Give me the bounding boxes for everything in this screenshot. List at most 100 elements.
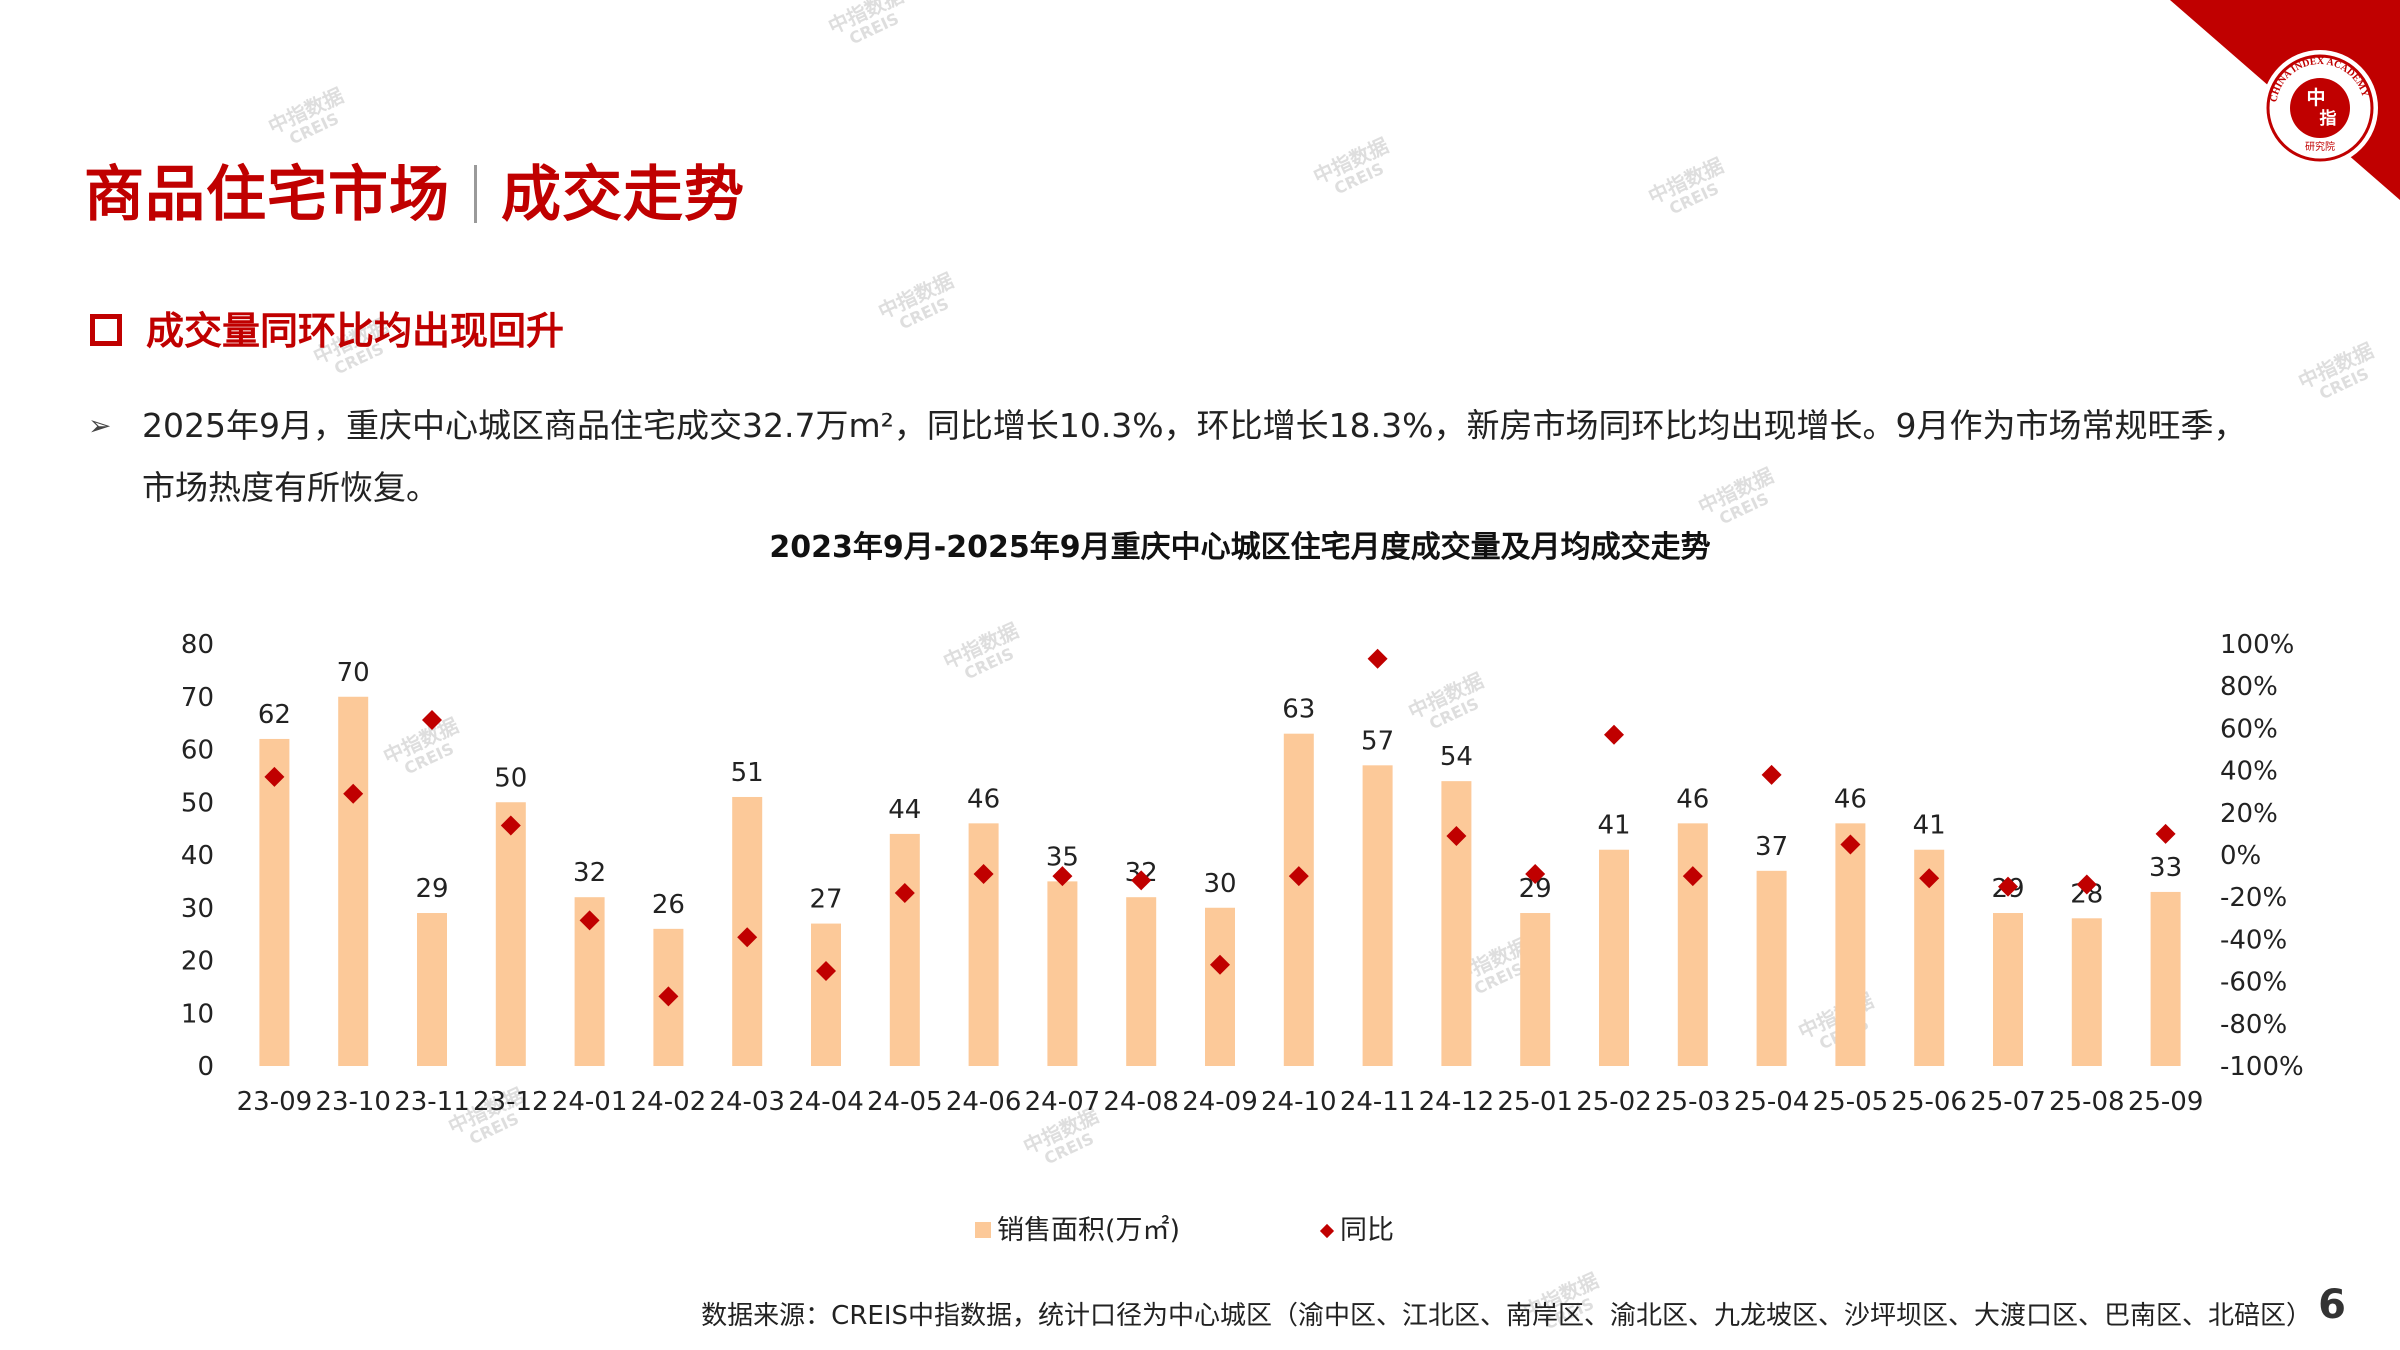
x-axis-tick-label: 25-07: [1970, 1087, 2046, 1117]
summary-line-2: 市场热度有所恢复。: [142, 468, 439, 507]
x-axis-tick-label: 24-03: [709, 1087, 785, 1117]
title-right: 成交走势: [501, 160, 745, 230]
bar: [1362, 765, 1393, 1066]
bar: [1835, 823, 1866, 1066]
bar-value-label: 30: [1203, 869, 1236, 899]
logo-core: [2290, 78, 2350, 138]
square-bullet-icon: [90, 314, 122, 346]
x-axis-tick-label: 24-05: [867, 1087, 943, 1117]
yoy-marker: [658, 986, 679, 1007]
yoy-marker: [1288, 866, 1309, 887]
bar: [1599, 849, 1629, 1066]
logo-char-top: 中: [2306, 86, 2325, 109]
right-axis-tick-label: -100%: [2220, 1052, 2304, 1082]
x-axis-tick-label: 23-11: [394, 1087, 470, 1117]
bar: [1047, 881, 1078, 1066]
x-axis-tick-label: 25-04: [1734, 1087, 1810, 1117]
yoy-marker: [2155, 823, 2176, 844]
right-axis-tick-label: -80%: [2220, 1010, 2287, 1040]
left-axis-tick-label: 70: [181, 683, 214, 713]
left-axis-tick-label: 40: [181, 841, 214, 871]
x-axis-tick-label: 25-06: [1891, 1087, 1967, 1117]
legend-item-yoy: 同比: [1319, 1208, 1394, 1247]
x-axis-tick-label: 24-11: [1340, 1087, 1416, 1117]
bar: [1283, 733, 1314, 1066]
bar: [1441, 781, 1472, 1066]
bar-value-label: 26: [652, 890, 685, 920]
logo-bottom-text: 研究院: [2305, 140, 2335, 153]
bar: [1205, 907, 1235, 1066]
bar: [1126, 897, 1157, 1066]
data-source-note: 数据来源：CREIS中指数据，统计口径为中心城区（渝中区、江北区、南岸区、渝北区…: [701, 1301, 2312, 1331]
bar-value-label: 57: [1361, 726, 1394, 756]
yoy-marker: [737, 927, 758, 948]
bar: [1520, 913, 1551, 1066]
yoy-marker: [973, 863, 994, 884]
bar-series: [259, 696, 2181, 1066]
left-axis: 0 10 20 30 40 50 60 70 80: [181, 630, 214, 1082]
left-axis-tick-label: 50: [181, 788, 214, 818]
x-axis-tick-label: 24-09: [1182, 1087, 1258, 1117]
yoy-marker: [1525, 863, 1546, 884]
bar-value-label: 50: [494, 763, 527, 793]
legend-item-area: 销售面积(万㎡): [975, 1208, 1180, 1247]
bar: [495, 802, 526, 1066]
right-axis-tick-label: -20%: [2220, 883, 2287, 913]
yoy-marker: [1998, 876, 2018, 897]
yoy-marker: [1052, 866, 1073, 887]
summary-line-1: 2025年9月，重庆中心城区商品住宅成交32.7万m²，同比增长10.3%，环比…: [142, 406, 2247, 445]
yoy-series: [264, 648, 2176, 1007]
bar: [811, 923, 841, 1066]
x-axis-tick-label: 24-01: [552, 1087, 628, 1117]
yoy-marker: [579, 910, 600, 931]
academy-logo: CHINA INDEX ACADEMY 中 指 研究院: [2170, 0, 2400, 200]
x-axis-tick-label: 23-10: [315, 1087, 391, 1117]
x-axis-tick-label: 24-07: [1025, 1087, 1101, 1117]
title-divider: [474, 165, 477, 223]
x-axis-tick-label: 25-01: [1497, 1087, 1573, 1117]
bar-value-label: 70: [337, 658, 370, 688]
bar-value-label: 33: [2149, 853, 2182, 883]
bar-value-label: 27: [809, 885, 842, 915]
x-axis-tick-label: 24-02: [631, 1087, 707, 1117]
x-axis-tick-label: 24-04: [788, 1087, 864, 1117]
x-axis-tick-label: 25-02: [1576, 1087, 1652, 1117]
bar: [1677, 823, 1708, 1066]
right-axis-tick-label: 40%: [2220, 757, 2278, 787]
bar-value-label: 41: [1913, 811, 1946, 841]
right-axis-tick-label: -40%: [2220, 925, 2287, 955]
x-axis-tick-label: 25-08: [2049, 1087, 2125, 1117]
left-axis-tick-label: 20: [181, 947, 214, 977]
left-axis-tick-label: 60: [181, 736, 214, 766]
bar: [417, 913, 447, 1066]
legend-label-area: 销售面积(万㎡): [997, 1215, 1181, 1246]
logo-ring: [2266, 54, 2374, 162]
summary-bullet: ➢ 2025年9月，重庆中心城区商品住宅成交32.7万m²，同比增长10.3%，…: [88, 395, 2378, 519]
x-axis-tick-label: 24-12: [1419, 1087, 1495, 1117]
x-axis-labels: 23-09 23-10 23-11 23-12 24-01 24-02 24-03 24-04…: [237, 1087, 2204, 1117]
page-title: 商品住宅市场 成交走势: [84, 146, 745, 233]
yoy-marker: [1840, 834, 1861, 855]
bar-data-labels: 6270295032265127444635323063575429414637…: [258, 658, 2182, 920]
yoy-marker: [1919, 868, 1940, 889]
bar: [2150, 891, 2181, 1066]
yoy-marker: [500, 815, 521, 836]
bar-value-label: 32: [573, 858, 606, 888]
bar-value-label: 29: [415, 874, 448, 904]
bar-value-label: 51: [731, 758, 764, 788]
bar-value-label: 46: [1676, 784, 1709, 814]
bar-value-label: 46: [967, 784, 1000, 814]
right-axis-tick-label: 100%: [2220, 630, 2294, 660]
right-axis-tick-label: 60%: [2220, 714, 2278, 744]
section-heading-text: 成交量同环比均出现回升: [146, 309, 565, 353]
bar-value-label: 41: [1597, 811, 1630, 841]
left-axis-tick-label: 80: [181, 630, 214, 660]
left-axis-tick-label: 0: [197, 1052, 214, 1082]
bar-value-label: 46: [1834, 784, 1867, 814]
bar: [338, 696, 369, 1066]
bar: [1993, 913, 2023, 1066]
arrow-bullet-icon: ➢: [88, 409, 112, 442]
bar: [259, 738, 290, 1066]
yoy-marker: [1131, 870, 1152, 891]
